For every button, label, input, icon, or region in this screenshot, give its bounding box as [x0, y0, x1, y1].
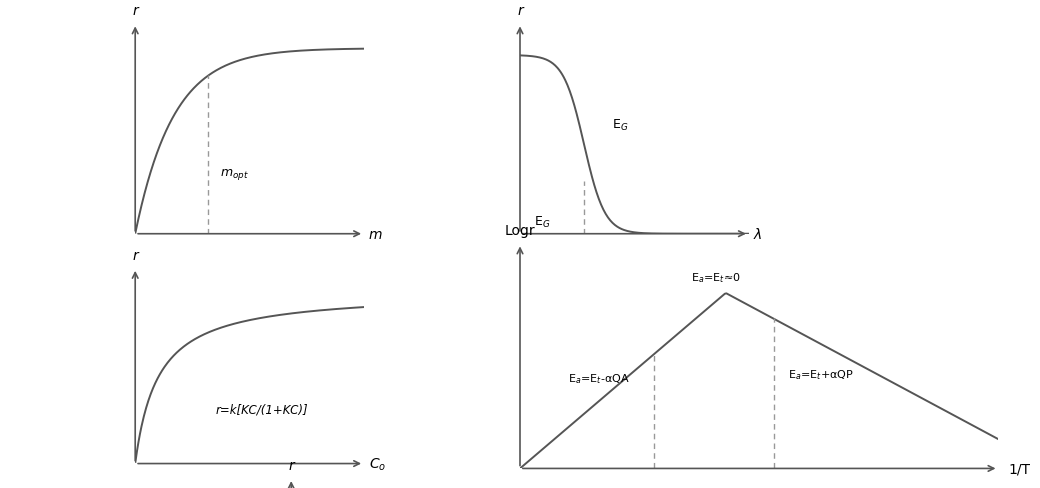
Text: (a): (a)	[240, 268, 259, 282]
Text: E$_G$: E$_G$	[534, 214, 550, 229]
Text: C$_o$: C$_o$	[368, 455, 386, 472]
Text: r: r	[132, 4, 138, 18]
Text: (b): (b)	[625, 268, 644, 282]
Text: λ: λ	[753, 227, 761, 241]
Text: E$_G$: E$_G$	[612, 118, 628, 133]
Text: E$_a$=E$_t$≈0: E$_a$=E$_t$≈0	[692, 271, 740, 285]
Text: r: r	[132, 248, 138, 263]
Text: m$_{opt}$: m$_{opt}$	[219, 167, 249, 182]
Text: E$_a$=E$_t$-αQA: E$_a$=E$_t$-αQA	[568, 372, 629, 386]
Text: Logr: Logr	[504, 224, 536, 237]
Text: E$_a$=E$_t$+αQP: E$_a$=E$_t$+αQP	[788, 367, 854, 381]
Text: r=k[KC/(1+KC)]: r=k[KC/(1+KC)]	[215, 403, 308, 415]
Text: m: m	[368, 227, 382, 241]
Text: r: r	[517, 4, 523, 18]
Text: r: r	[288, 458, 294, 472]
Text: 1/T: 1/T	[1008, 462, 1030, 475]
